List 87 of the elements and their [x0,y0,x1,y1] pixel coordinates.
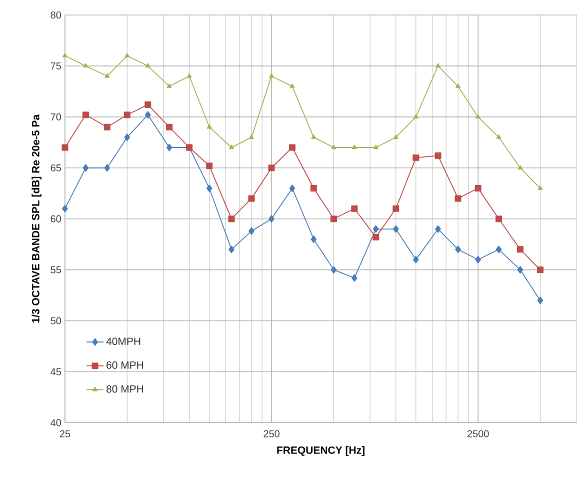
point [166,124,173,131]
point [536,266,544,274]
point [516,246,524,253]
point [124,134,130,142]
point [330,266,337,274]
point [206,184,212,192]
point [537,296,544,304]
point [249,134,254,140]
point [269,74,274,78]
point [392,206,400,212]
point [104,164,110,172]
y-tick-label: 40 [50,419,62,426]
y-axis-title: 1/3 OCTAVE BANDE SPL [dB] Re 20e-5 Pa [32,114,42,323]
point [268,215,274,223]
point [144,111,151,119]
point [124,53,130,58]
point [496,246,502,254]
point [455,246,461,254]
point [476,114,481,119]
point [228,216,235,222]
point [290,84,295,88]
y-tick-label: 50 [50,317,62,324]
point [372,234,380,241]
y-tick-label: 70 [50,114,62,121]
point [412,154,420,162]
point [351,274,358,282]
point [104,74,110,78]
y-tick-label: 80 [50,12,62,19]
point [166,144,172,152]
x-tick-label: 2500 [467,430,489,438]
point [82,112,89,118]
point [166,84,172,88]
point [496,134,502,140]
point [248,195,255,202]
point [330,216,337,222]
point [311,134,316,140]
point [373,144,378,150]
point [436,63,440,68]
point [393,134,398,140]
point [145,63,150,68]
point [310,236,317,244]
point [82,164,89,172]
point [268,164,275,172]
point [206,124,212,129]
y-tick-label: 75 [50,62,62,70]
point [435,225,441,233]
point [412,256,419,264]
point [434,152,442,160]
point [228,246,234,254]
point [517,266,524,274]
point [288,144,296,151]
point [392,225,399,233]
point [496,216,502,222]
point [289,184,296,192]
y-tick-label: 65 [50,164,62,172]
point [310,185,317,192]
point [538,186,543,190]
point [331,144,336,150]
point [413,114,418,119]
point [454,195,462,202]
point [124,112,130,118]
point [229,144,234,150]
legend-label: 40MPH [106,338,140,346]
x-tick-label: 250 [264,430,280,438]
point [144,102,152,108]
x-axis-title: FREQUENCY [Hz] [277,446,364,456]
point [474,185,482,192]
point [62,205,68,213]
y-tick-label: 60 [50,215,62,223]
y-tick-label: 55 [50,266,62,274]
point [456,84,460,88]
point [62,53,68,58]
y-tick-label: 45 [50,368,62,376]
point [248,228,254,235]
point [104,124,110,131]
point [186,74,192,78]
point [475,256,481,264]
x-tick-label: 25 [60,430,70,438]
point [62,144,68,151]
point [518,165,523,170]
point [83,63,88,68]
point [351,206,358,212]
legend-label: 60 MPH [106,362,144,370]
point [206,162,213,170]
point [352,144,357,150]
point [372,225,379,233]
legend-label: 80 MPH [106,385,144,393]
